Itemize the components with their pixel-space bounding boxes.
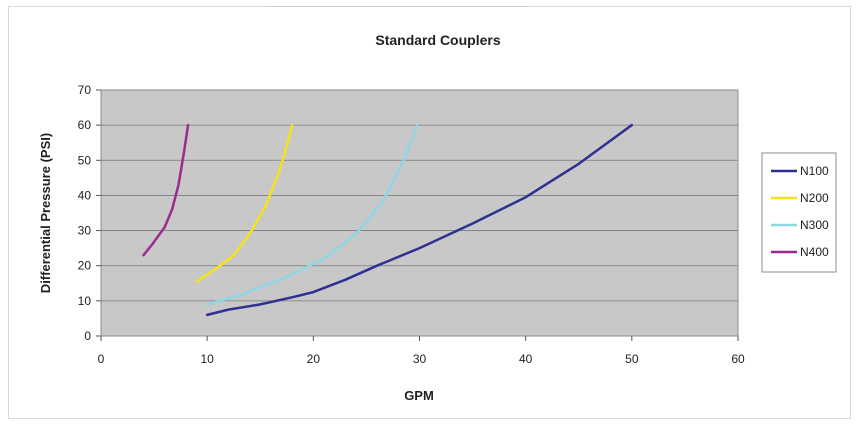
legend-label-n100: N100	[800, 164, 829, 178]
y-axis-ticks: 0 10 20 30 40 50 60 70	[78, 83, 101, 343]
series-line-n200	[195, 123, 294, 283]
series-lines	[142, 123, 634, 317]
x-tick-label-6: 60	[731, 352, 745, 366]
series-line-n100	[205, 123, 634, 317]
y-tick-label-2: 20	[78, 259, 92, 273]
y-tick-label-1: 10	[78, 294, 92, 308]
x-tick-label-1: 10	[200, 352, 214, 366]
chart-top-bar	[266, 0, 528, 7]
legend-label-n300: N300	[800, 218, 829, 232]
chart-title: Standard Couplers	[375, 32, 500, 48]
x-axis-title: GPM	[404, 388, 434, 403]
x-tick-label-5: 50	[625, 352, 639, 366]
x-tick-label-2: 20	[307, 352, 321, 366]
gridlines	[101, 124, 738, 302]
y-tick-label-4: 40	[78, 188, 92, 202]
x-tick-label-4: 40	[519, 352, 533, 366]
y-tick-label-6: 60	[78, 118, 92, 132]
legend-label-n400: N400	[800, 245, 829, 259]
plot-area	[100, 89, 739, 337]
x-tick-label-0: 0	[98, 352, 105, 366]
legend: N100 N200 N300 N400	[761, 152, 837, 273]
y-tick-label-5: 50	[78, 153, 92, 167]
legend-label-n200: N200	[800, 191, 829, 205]
x-axis-ticks: 0 10 20 30 40 50 60	[98, 336, 745, 366]
y-tick-label-7: 70	[78, 83, 92, 97]
y-tick-label-0: 0	[84, 329, 91, 343]
y-axis-title: Differential Pressure (PSI)	[38, 133, 53, 293]
x-tick-label-3: 30	[413, 352, 427, 366]
series-line-n400	[142, 123, 190, 257]
series-line-n300	[205, 123, 419, 306]
y-tick-label-3: 30	[78, 224, 92, 238]
